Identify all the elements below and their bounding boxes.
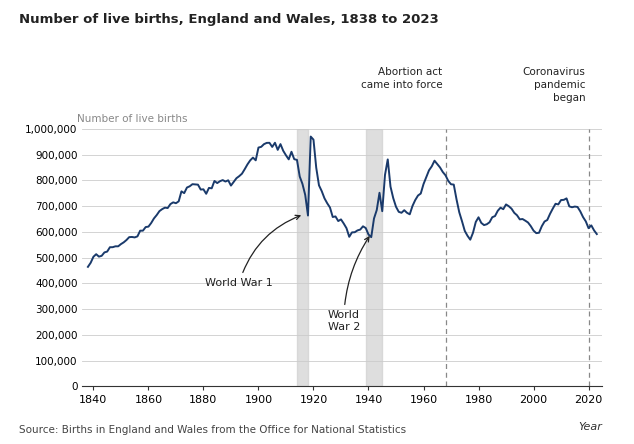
- Bar: [297, 129, 308, 386]
- Text: Number of live births, England and Wales, 1838 to 2023: Number of live births, England and Wales…: [19, 13, 439, 26]
- Bar: [366, 129, 382, 386]
- Text: Source: Births in England and Wales from the Office for National Statistics: Source: Births in England and Wales from…: [19, 425, 406, 435]
- Text: World War 1: World War 1: [205, 215, 300, 288]
- Text: World
War 2: World War 2: [328, 237, 369, 332]
- Text: Year: Year: [578, 422, 602, 432]
- Text: Number of live births: Number of live births: [77, 114, 188, 123]
- Text: Coronavirus
pandemic
began: Coronavirus pandemic began: [522, 67, 585, 103]
- Text: Abortion act
came into force: Abortion act came into force: [361, 67, 443, 90]
